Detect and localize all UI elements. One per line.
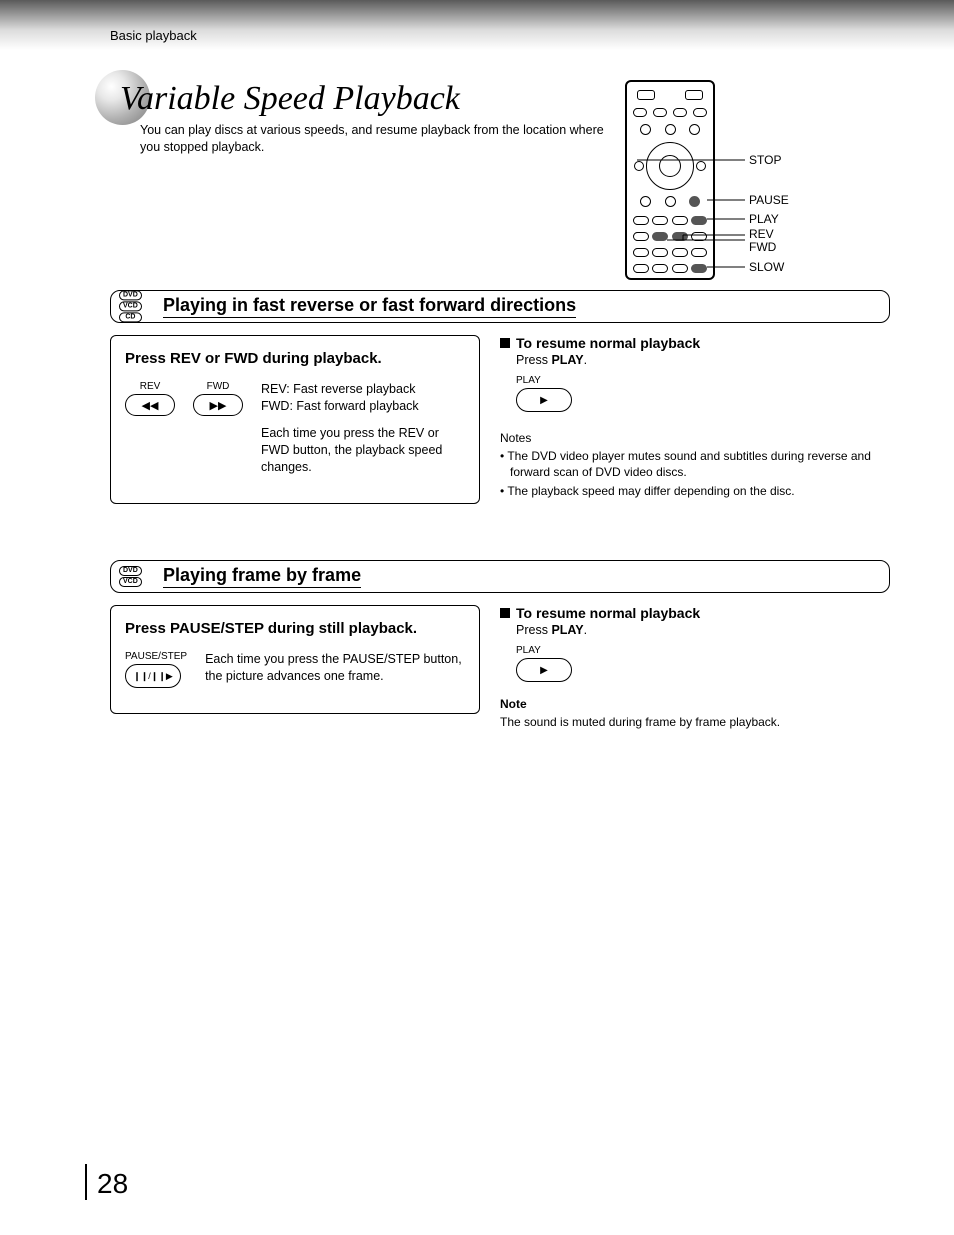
note-block: Note The sound is muted during frame by … bbox=[500, 696, 890, 730]
remote-stop-button bbox=[634, 161, 644, 171]
intro-text: You can play discs at various speeds, an… bbox=[140, 122, 610, 156]
fwd-icon: ▶▶ bbox=[193, 394, 243, 416]
play-icon: ▶ bbox=[516, 658, 572, 682]
section-header-framebyframe: DVD VCD Playing frame by frame bbox=[110, 560, 890, 593]
play-button-graphic: PLAY ▶ bbox=[516, 645, 890, 682]
resume-subline: Press PLAY. bbox=[516, 353, 890, 367]
play-button-graphic: PLAY ▶ bbox=[516, 375, 890, 412]
instruction-description: Each time you press the PAUSE/STEP butto… bbox=[205, 651, 465, 695]
breadcrumb: Basic playback bbox=[110, 28, 197, 43]
instruction-box-pausestep: Press PAUSE/STEP during still playback. … bbox=[110, 605, 480, 714]
page-number: 28 bbox=[85, 1164, 128, 1200]
remote-outline bbox=[625, 80, 715, 280]
resume-heading: To resume normal playback bbox=[500, 335, 890, 351]
section-title: Playing frame by frame bbox=[163, 565, 361, 588]
rev-button-graphic: REV ◀◀ bbox=[125, 381, 175, 416]
pausestep-icon: ❙❙/❙❙▶ bbox=[125, 664, 181, 688]
instruction-heading: Press REV or FWD during playback. bbox=[125, 350, 465, 367]
remote-label-stop: STOP bbox=[749, 153, 781, 167]
play-icon: ▶ bbox=[516, 388, 572, 412]
resume-heading: To resume normal playback bbox=[500, 605, 890, 621]
remote-label-play: PLAY bbox=[749, 212, 779, 226]
note-item: The playback speed may differ depending … bbox=[500, 483, 890, 499]
remote-label-pause: PAUSE bbox=[749, 193, 789, 207]
remote-label-rev: REV bbox=[749, 227, 774, 241]
remote-pause-button bbox=[689, 196, 700, 207]
rev-icon: ◀◀ bbox=[125, 394, 175, 416]
note-item: The DVD video player mutes sound and sub… bbox=[500, 448, 890, 480]
page-title: Variable Speed Playback bbox=[120, 80, 460, 118]
instruction-heading: Press PAUSE/STEP during still playback. bbox=[125, 620, 465, 637]
disc-type-badges: DVD VCD bbox=[119, 565, 142, 587]
remote-diagram: STOP PAUSE PLAY REV FWD SLOW bbox=[625, 80, 715, 280]
section-title: Playing in fast reverse or fast forward … bbox=[163, 295, 576, 318]
instruction-box-revfwd: Press REV or FWD during playback. REV ◀◀… bbox=[110, 335, 480, 504]
disc-type-badges: DVD VCD CD bbox=[119, 290, 142, 323]
remote-slow-button bbox=[691, 264, 707, 273]
instruction-description: REV: Fast reverse playbackFWD: Fast forw… bbox=[261, 381, 465, 485]
resume-subline: Press PLAY. bbox=[516, 623, 890, 637]
remote-rev-button bbox=[652, 232, 668, 241]
notes-block: Notes The DVD video player mutes sound a… bbox=[500, 430, 890, 499]
remote-label-slow: SLOW bbox=[749, 260, 784, 274]
remote-play-button bbox=[691, 216, 707, 225]
section-header-fastforward: DVD VCD CD Playing in fast reverse or fa… bbox=[110, 290, 890, 323]
fwd-button-graphic: FWD ▶▶ bbox=[193, 381, 243, 416]
remote-label-fwd: FWD bbox=[749, 240, 776, 254]
pausestep-button-graphic: PAUSE/STEP ❙❙/❙❙▶ bbox=[125, 651, 187, 688]
